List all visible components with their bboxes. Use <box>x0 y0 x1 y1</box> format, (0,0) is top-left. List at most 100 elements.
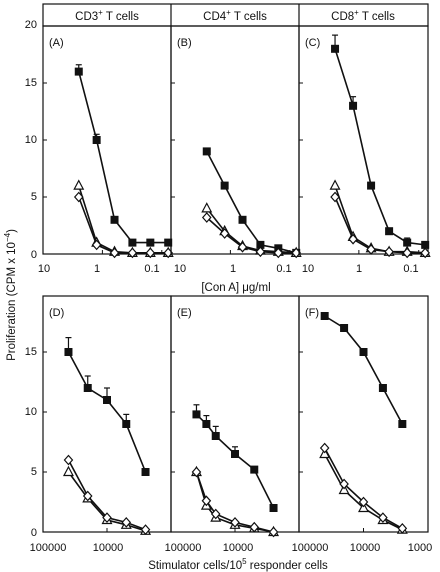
panel-a: (A) <box>42 25 174 259</box>
x-label-text: responder cells <box>247 560 328 572</box>
panel-label: (E) <box>177 307 192 319</box>
panel-frame <box>42 295 172 533</box>
column-title-row: CD3+ T cells CD4+ T cells CD8+ T cells <box>42 3 429 27</box>
panel-label: (D) <box>49 307 64 319</box>
panel-frame <box>298 25 429 255</box>
title-text: CD3 <box>75 11 98 23</box>
data-point-square <box>74 67 83 76</box>
data-point-diamond <box>273 247 284 259</box>
data-point-square <box>220 181 229 190</box>
series-square <box>331 34 430 249</box>
data-point-square <box>238 215 247 224</box>
panel-frame <box>42 25 172 255</box>
x-tick-label: 10 <box>302 263 314 275</box>
x-tick-label: 100000 <box>30 542 67 554</box>
series-square <box>64 337 150 476</box>
data-point-diamond <box>201 495 212 507</box>
data-point-diamond <box>255 246 266 258</box>
title-text: CD8 <box>331 11 354 23</box>
data-point-diamond <box>201 212 212 223</box>
data-point-square <box>128 238 137 247</box>
data-point-square <box>331 44 340 53</box>
title-sup: + <box>226 8 231 17</box>
panel-f: (F) <box>298 295 429 534</box>
x-tick-label: 1 <box>94 263 100 275</box>
x-tick-label: 10000 <box>223 542 254 554</box>
series-line <box>206 207 297 254</box>
series-square <box>202 147 301 257</box>
panel-frame <box>170 25 300 255</box>
x-label-sup: 5 <box>242 557 247 566</box>
series-line <box>323 453 403 531</box>
series-diamond <box>201 212 302 259</box>
data-point-diamond <box>191 466 202 478</box>
x-tick-label: 10000 <box>93 542 124 554</box>
panel-label: (A) <box>49 37 64 49</box>
data-point-diamond <box>420 247 430 259</box>
data-point-diamond <box>145 247 156 259</box>
title-text: T cells <box>359 11 395 23</box>
top-row-y-ticks: 0 5 10 15 20 <box>25 19 37 261</box>
x-tick-label: 10000 <box>350 542 381 554</box>
column-title-cd4: CD4+ T cells <box>203 8 267 23</box>
series-square <box>74 64 173 247</box>
data-point-diamond <box>384 246 394 258</box>
data-point-diamond <box>140 524 151 536</box>
data-point-square <box>64 348 73 356</box>
data-point-diamond <box>102 512 112 524</box>
data-point-square <box>122 420 131 428</box>
data-point-square <box>421 240 430 249</box>
data-point-triangle <box>73 179 85 190</box>
x-tick-label: 1 <box>356 263 362 275</box>
bottom-row-x-ticks: 100000 10000 100000 10000 100000 10000 1… <box>30 542 433 554</box>
series-triangle <box>319 447 408 534</box>
column-title-cd3: CD3+ T cells <box>75 8 139 23</box>
x-tick-label: 0.1 <box>276 263 291 275</box>
series-line <box>206 151 297 254</box>
series-triangle <box>329 179 431 257</box>
data-point-diamond <box>397 522 408 534</box>
x-label-text: Stimulator cells/10 <box>148 560 242 572</box>
data-point-square <box>398 420 407 428</box>
data-point-square <box>367 181 376 190</box>
x-tick-label: 1 <box>230 263 236 275</box>
series-line <box>324 315 404 425</box>
data-point-triangle <box>329 179 341 190</box>
bottom-row-y-ticks: 0 5 10 15 <box>25 346 37 539</box>
panel-frame <box>170 295 300 533</box>
panel-b: (B) <box>170 25 302 259</box>
data-point-diamond <box>91 239 102 251</box>
column-title-cd8: CD8+ T cells <box>331 8 395 23</box>
bottom-row-x-axis-label: Stimulator cells/105 responder cells <box>148 557 328 572</box>
data-point-square <box>202 147 211 156</box>
data-point-square <box>83 384 92 392</box>
panel-c: (C) <box>298 25 431 259</box>
title-text: T cells <box>231 11 267 23</box>
data-point-square <box>359 348 368 356</box>
y-tick-label: 20 <box>25 19 37 31</box>
data-point-diamond <box>339 478 349 490</box>
data-point-triangle <box>201 202 213 213</box>
data-point-square <box>349 101 358 110</box>
data-point-square <box>320 312 329 320</box>
data-point-diamond <box>82 490 93 502</box>
data-point-square <box>378 384 387 392</box>
data-point-diamond <box>268 526 279 538</box>
series-triangle <box>201 202 302 257</box>
y-axis-label-main: Proliferation (CPM x 10 <box>6 242 18 361</box>
series-line <box>78 196 169 254</box>
data-point-diamond <box>230 516 240 528</box>
data-point-diamond <box>63 454 74 466</box>
panel-e: (E) <box>170 295 300 538</box>
series-line <box>77 71 169 244</box>
title-sup: + <box>98 8 103 17</box>
data-point-square <box>146 238 155 247</box>
data-point-square <box>340 324 349 332</box>
x-tick-label: 10 <box>174 263 186 275</box>
y-tick-label: 5 <box>31 191 37 203</box>
panel-label: (B) <box>177 37 192 49</box>
data-point-diamond <box>237 241 248 253</box>
data-point-square <box>202 420 211 428</box>
data-point-diamond <box>73 191 84 203</box>
data-point-diamond <box>366 244 376 255</box>
